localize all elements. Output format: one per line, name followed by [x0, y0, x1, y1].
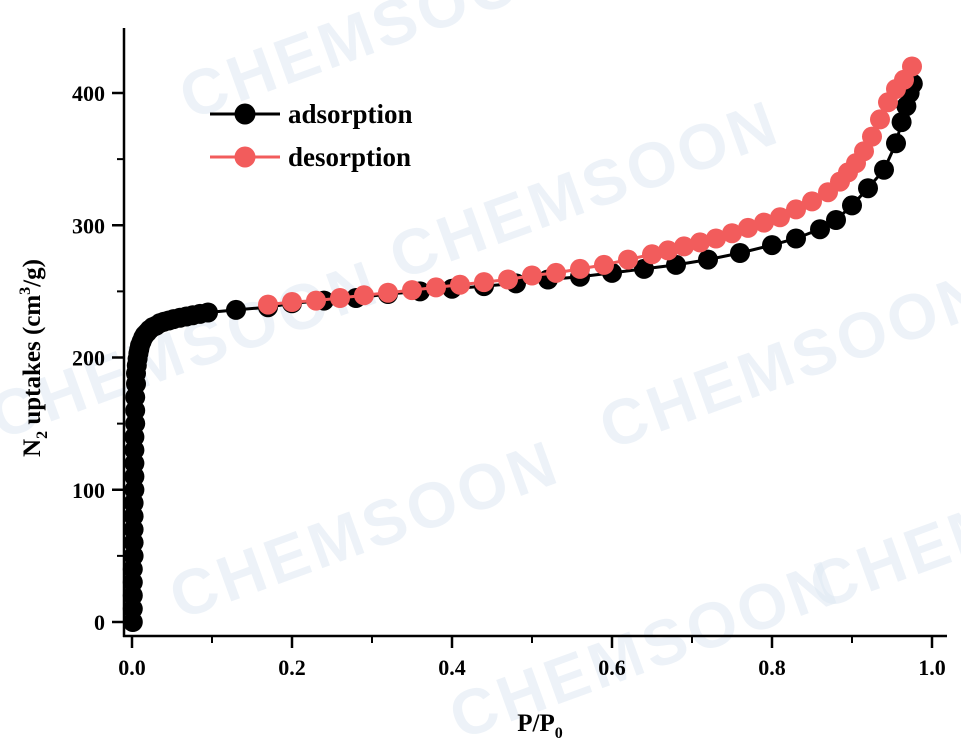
series-desorption-point [802, 191, 822, 212]
series-desorption-point [282, 292, 302, 312]
series-adsorption-point [842, 195, 862, 216]
series-desorption-point [426, 277, 446, 298]
watermark-5: CHEMSOON [0, 246, 389, 454]
series-adsorption-point [874, 159, 894, 180]
y-tick-label: 200 [72, 346, 105, 371]
series-desorption-point [354, 285, 374, 306]
series-adsorption-point [886, 133, 906, 154]
series-desorption-point [594, 254, 614, 275]
legend-desorption-marker [234, 146, 256, 168]
y-axis-title-middle: uptakes (cm [19, 295, 46, 431]
x-axis-title-main: P/P [517, 710, 555, 737]
series-desorption-point [674, 236, 694, 257]
y-tick-label: 100 [72, 478, 105, 503]
series-adsorption-point [198, 302, 218, 323]
series-desorption-point [878, 92, 898, 113]
x-tick-label: 1.0 [918, 655, 946, 680]
series-desorption-point [474, 272, 494, 293]
watermark-6: CHEMSOON [440, 546, 849, 753]
y-axis-title-subscript: 2 [34, 431, 51, 439]
series-desorption-point [690, 232, 710, 253]
series-desorption-point [818, 182, 838, 203]
series-desorption-point [378, 282, 398, 303]
y-axis-title: N2 uptakes (cm3/g) [17, 259, 51, 457]
x-tick-label: 0.2 [278, 655, 306, 680]
legend-adsorption-marker [234, 103, 256, 125]
series-desorption-point [618, 249, 638, 270]
series-adsorption-point [786, 228, 806, 249]
series-desorption-point [546, 262, 566, 283]
series-desorption-point [658, 240, 678, 261]
series-adsorption-point [730, 243, 750, 263]
series-desorption-point [402, 280, 422, 301]
legend-adsorption-label: adsorption [288, 99, 413, 129]
watermark-2: CHEMSOON [590, 256, 961, 464]
series-desorption-point [330, 288, 350, 308]
axes [122, 28, 947, 638]
series-desorption-point [306, 290, 326, 311]
y-tick-label: 400 [72, 81, 105, 106]
x-axis-title-subscript: 0 [555, 725, 563, 742]
legend-desorption-label: desorption [288, 142, 411, 172]
y-tick-label: 300 [72, 213, 105, 238]
series-adsorption-point [826, 210, 846, 230]
series-desorption-point [522, 265, 542, 286]
series-desorption-point [862, 126, 882, 147]
series-adsorption-point [810, 219, 830, 240]
series-desorption-point [706, 228, 726, 249]
series-desorption-point [786, 199, 806, 220]
y-axis-title-end: /g) [19, 259, 46, 288]
axis-titles: P/P0 N2 uptakes (cm3/g) [17, 259, 563, 742]
series-desorption-point [738, 217, 758, 238]
data-layer [122, 56, 923, 632]
series-desorption-point [754, 212, 774, 233]
series-desorption-point [570, 258, 590, 279]
series-desorption-point [770, 207, 790, 228]
series-adsorption-point [891, 112, 912, 133]
x-tick-label: 0.8 [758, 655, 786, 680]
y-axis-title-main: N [19, 439, 46, 457]
series-desorption-point [258, 294, 278, 315]
y-axis-title-superscript: 3 [17, 287, 34, 295]
x-axis-title: P/P0 [517, 710, 563, 742]
ticks: 0.0 0.2 0.4 0.6 0.8 1.0 0 100 200 300 400 [72, 81, 946, 680]
series-desorption-point [450, 274, 470, 295]
legend: adsorption desorption [210, 99, 413, 172]
series-desorption-point [722, 223, 742, 244]
x-tick-label: 0.4 [438, 655, 466, 680]
series-desorption-point [498, 269, 518, 290]
series-adsorption-point [634, 258, 654, 279]
series-desorption-point [642, 244, 662, 265]
series-adsorption-point [858, 178, 878, 199]
series-adsorption-point [762, 235, 782, 256]
y-tick-label: 0 [94, 610, 105, 635]
watermark-4: CHEMSOON [160, 426, 569, 634]
series-adsorption-point [698, 249, 718, 270]
series-adsorption-point [226, 299, 246, 320]
x-tick-label: 0.6 [598, 655, 626, 680]
x-tick-label: 0.0 [118, 655, 146, 680]
series-desorption-point [870, 109, 890, 130]
